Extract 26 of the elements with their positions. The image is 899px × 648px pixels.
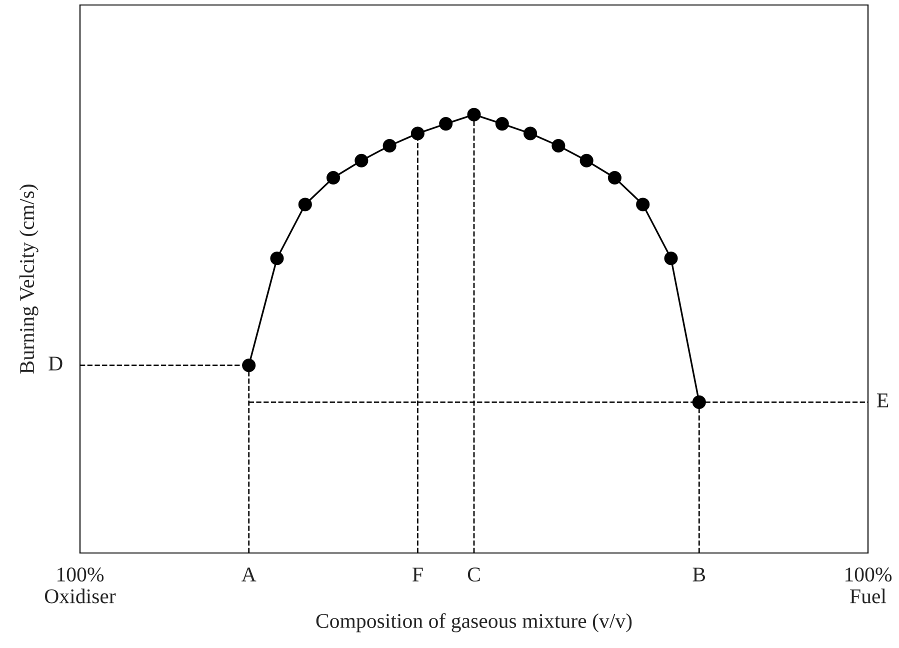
point: [242, 358, 256, 372]
point: [410, 126, 424, 140]
point: [664, 252, 678, 266]
point: [439, 117, 453, 131]
point: [552, 138, 566, 152]
point: [636, 198, 650, 212]
x-tick-label: 100% Oxidiser: [44, 567, 116, 604]
point: [354, 154, 368, 168]
x-tick-label: B: [692, 568, 706, 582]
x-tick-label: A: [242, 568, 256, 582]
x-tick-label: F: [412, 568, 423, 582]
ref-line-label: E: [877, 394, 888, 408]
x-axis-title: Composition of gaseous mixture (v/v): [316, 613, 632, 632]
point: [326, 170, 340, 184]
point: [580, 154, 594, 168]
point: [608, 170, 622, 184]
point: [298, 198, 312, 212]
point: [495, 117, 509, 131]
x-tick-label: C: [468, 568, 480, 582]
x-tick-label: 100% Fuel: [846, 567, 892, 604]
point: [524, 126, 538, 140]
point: [382, 138, 396, 152]
ref-line-label: D: [48, 356, 62, 370]
point: [270, 252, 284, 266]
y-axis-title: Burning Velcity (cm/s): [19, 184, 38, 374]
point: [467, 108, 481, 122]
